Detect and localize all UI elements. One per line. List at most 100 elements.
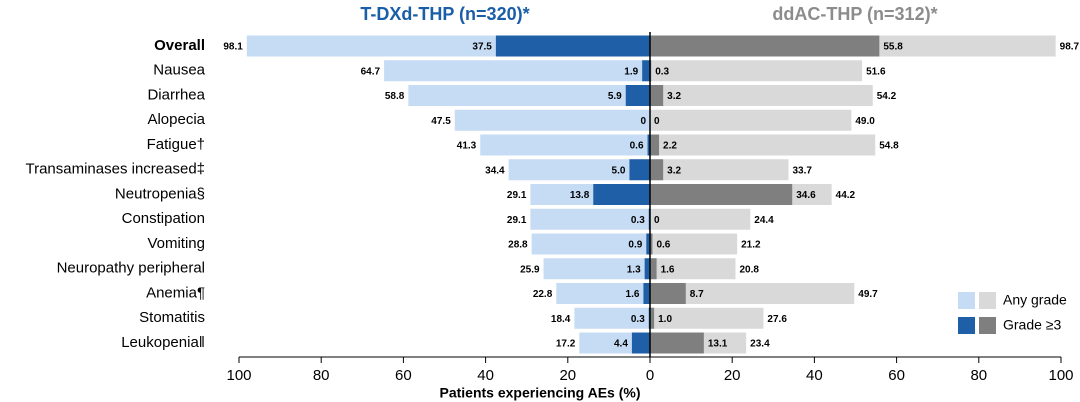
value-label: 28.8 <box>508 240 528 251</box>
bar-any-grade <box>508 159 650 181</box>
bar-any-grade <box>530 208 650 230</box>
bar-any-grade <box>650 159 789 181</box>
group-title: ddAC-THP (n=312)* <box>772 4 937 24</box>
x-tick-label: 20 <box>724 367 741 384</box>
value-label: 1.0 <box>658 314 672 325</box>
value-label: 54.2 <box>877 91 897 102</box>
category-label: Leukopenia‖ <box>121 334 205 351</box>
bar-any-grade <box>650 208 751 230</box>
value-label: 22.8 <box>533 289 553 300</box>
value-label: 5.0 <box>612 165 626 176</box>
x-tick-label: 80 <box>970 367 987 384</box>
bar-grade-3 <box>643 283 650 304</box>
legend-swatch <box>979 317 996 334</box>
x-tick-label: 80 <box>313 367 330 384</box>
bar-any-grade <box>574 307 650 329</box>
bar-any-grade <box>650 233 738 255</box>
bar-any-grade <box>543 258 650 280</box>
value-label: 13.8 <box>570 190 590 201</box>
value-label: 0 <box>654 116 660 127</box>
value-label: 0.3 <box>631 215 645 226</box>
value-label: 5.9 <box>608 91 622 102</box>
category-label: Neuropathy peripheral <box>57 260 205 277</box>
bar-any-grade <box>454 109 650 131</box>
value-label: 29.1 <box>507 215 527 226</box>
value-label: 0.6 <box>630 141 644 152</box>
category-label: Transaminases increased‡ <box>25 161 205 178</box>
value-label: 0 <box>640 116 646 127</box>
x-tick-label: 100 <box>1048 367 1073 384</box>
legend-swatch <box>979 292 996 309</box>
value-label: 49.0 <box>855 116 875 127</box>
category-label: Overall <box>154 37 205 54</box>
bar-any-grade <box>480 134 650 156</box>
x-tick-label: 40 <box>806 367 823 384</box>
bar-grade-3 <box>650 35 880 57</box>
bar-any-grade <box>650 85 873 106</box>
legend-swatch <box>958 292 975 309</box>
bar-grade-3 <box>625 85 650 106</box>
x-tick-label: 20 <box>559 367 576 384</box>
category-label: Nausea <box>153 62 205 79</box>
value-label: 98.7 <box>1060 42 1080 53</box>
bar-grade-3 <box>650 134 660 156</box>
value-label: 29.1 <box>507 190 527 201</box>
category-label: Alopecia <box>147 111 205 128</box>
x-tick-label: 40 <box>477 367 494 384</box>
value-label: 3.2 <box>667 91 681 102</box>
x-tick-label: 60 <box>888 367 905 384</box>
bar-grade-3 <box>593 184 650 205</box>
value-label: 0.3 <box>631 314 645 325</box>
value-label: 1.3 <box>627 264 641 275</box>
value-label: 34.4 <box>485 165 505 176</box>
value-label: 8.7 <box>690 289 704 300</box>
legend-swatch <box>958 317 975 334</box>
value-label: 20.8 <box>739 264 759 275</box>
bar-grade-3 <box>650 85 664 106</box>
bar-grade-3 <box>650 159 664 181</box>
value-label: 0 <box>654 215 660 226</box>
value-label: 44.2 <box>836 190 856 201</box>
value-label: 1.6 <box>626 289 640 300</box>
bar-grade-3 <box>644 258 650 280</box>
bar-any-grade <box>650 60 863 82</box>
bar-grade-3 <box>631 332 650 354</box>
bar-any-grade <box>650 134 876 156</box>
bar-grade-3 <box>650 258 657 280</box>
value-label: 23.4 <box>750 339 770 350</box>
legend-label: Grade ≥3 <box>1003 317 1061 333</box>
bar-any-grade <box>531 233 650 255</box>
value-label: 0.9 <box>628 240 642 251</box>
bar-any-grade <box>650 109 852 131</box>
bar-grade-3 <box>650 184 793 205</box>
group-title: T-DXd-THP (n=320)* <box>360 4 529 24</box>
value-label: 54.8 <box>879 141 899 152</box>
value-label: 1.9 <box>624 66 638 77</box>
value-label: 37.5 <box>472 42 492 53</box>
x-tick-label: 60 <box>395 367 412 384</box>
bar-any-grade <box>384 60 650 82</box>
value-label: 27.6 <box>767 314 787 325</box>
value-label: 58.8 <box>385 91 405 102</box>
bar-grade-3 <box>650 332 704 354</box>
x-axis-label: Patients experiencing AEs (%) <box>440 385 641 401</box>
bar-grade-3 <box>647 134 650 156</box>
category-label: Diarrhea <box>147 86 205 103</box>
category-label: Anemia¶ <box>146 284 205 301</box>
value-label: 1.6 <box>661 264 675 275</box>
value-label: 13.1 <box>708 339 728 350</box>
value-label: 2.2 <box>663 141 677 152</box>
bar-grade-3 <box>650 233 653 255</box>
value-label: 98.1 <box>223 42 243 53</box>
x-tick-label: 0 <box>646 367 654 384</box>
value-label: 33.7 <box>793 165 813 176</box>
value-label: 0.3 <box>655 66 669 77</box>
legend-label: Any grade <box>1003 292 1067 308</box>
value-label: 47.5 <box>431 116 451 127</box>
value-label: 49.7 <box>858 289 878 300</box>
bar-grade-3 <box>495 35 650 57</box>
bar-grade-3 <box>650 283 686 304</box>
value-label: 34.6 <box>796 190 816 201</box>
bar-grade-3 <box>642 60 650 82</box>
